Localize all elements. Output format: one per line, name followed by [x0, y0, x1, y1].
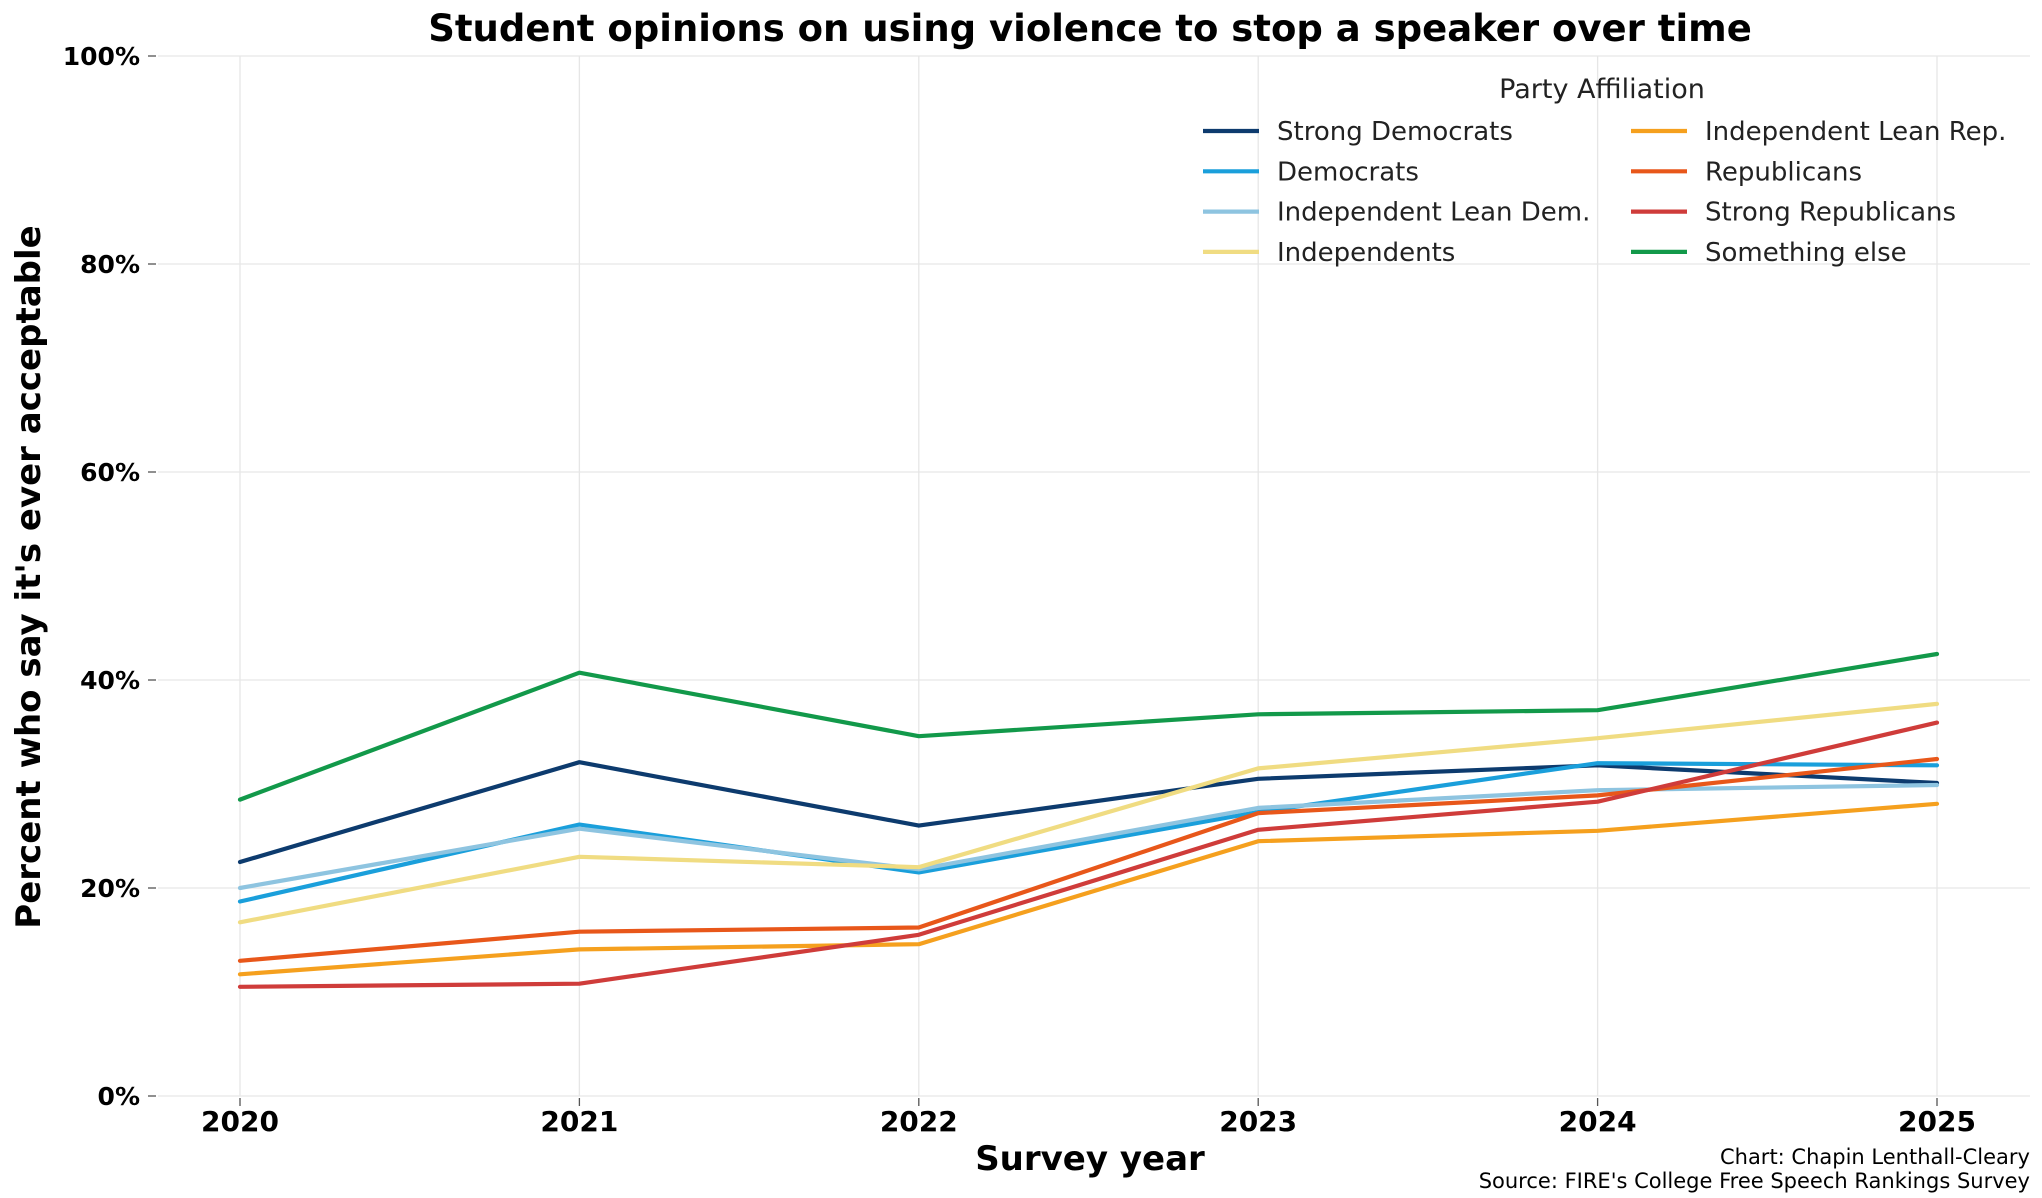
y-tick-label: 20%: [80, 874, 140, 903]
series-line-strong-democrats: [237, 760, 1940, 865]
y-tick-label: 0%: [98, 1082, 140, 1111]
x-tick-label: 2023: [1219, 1105, 1297, 1138]
x-tick-label: 2020: [201, 1105, 279, 1138]
y-axis-label: Percent who say it's ever acceptable: [9, 225, 49, 928]
x-tick-label: 2025: [1898, 1105, 1976, 1138]
x-tick-label: 2022: [880, 1105, 958, 1138]
legend-label-something-else: Something else: [1705, 238, 1907, 268]
x-axis-ticks: 2020 2021 2022 2023 2024 2025: [201, 1098, 1976, 1138]
y-tick-label: 100%: [63, 42, 140, 71]
x-tick-label: 2024: [1559, 1105, 1637, 1138]
legend-label-democrats: Democrats: [1277, 157, 1419, 187]
series-lines: [237, 651, 1940, 989]
legend-label-strong-republicans: Strong Republicans: [1705, 198, 1956, 228]
chart-title: Student opinions on using violence to st…: [428, 7, 1752, 50]
legend-label-independent-lean-rep: Independent Lean Rep.: [1705, 117, 2006, 147]
series-line-something-else: [237, 651, 1940, 802]
legend-label-republicans: Republicans: [1705, 157, 1862, 187]
chart-credit: Chart: Chapin Lenthall-Cleary: [1720, 1145, 2030, 1169]
legend-label-strong-democrats: Strong Democrats: [1277, 117, 1513, 147]
y-tick-label: 80%: [80, 250, 140, 279]
legend-label-independents: Independents: [1277, 238, 1455, 268]
y-tick-label: 40%: [80, 666, 140, 695]
series-line-strong-republicans: [237, 720, 1940, 989]
legend: Party Affiliation Strong Democrats Democr…: [1203, 74, 2006, 268]
x-tick-label: 2021: [540, 1105, 618, 1138]
legend-title: Party Affiliation: [1499, 74, 1705, 105]
y-tick-label: 60%: [80, 458, 140, 487]
series-line-independent-lean-rep: [237, 801, 1940, 977]
gridlines: [158, 55, 2030, 1097]
chart-source: Source: FIRE's College Free Speech Ranki…: [1479, 1169, 2030, 1193]
y-axis-ticks: 0% 20% 40% 60% 80% 100%: [63, 42, 156, 1111]
legend-label-independent-lean-dem: Independent Lean Dem.: [1277, 198, 1590, 228]
x-axis-label: Survey year: [975, 1139, 1205, 1179]
series-line-independents: [237, 701, 1940, 925]
